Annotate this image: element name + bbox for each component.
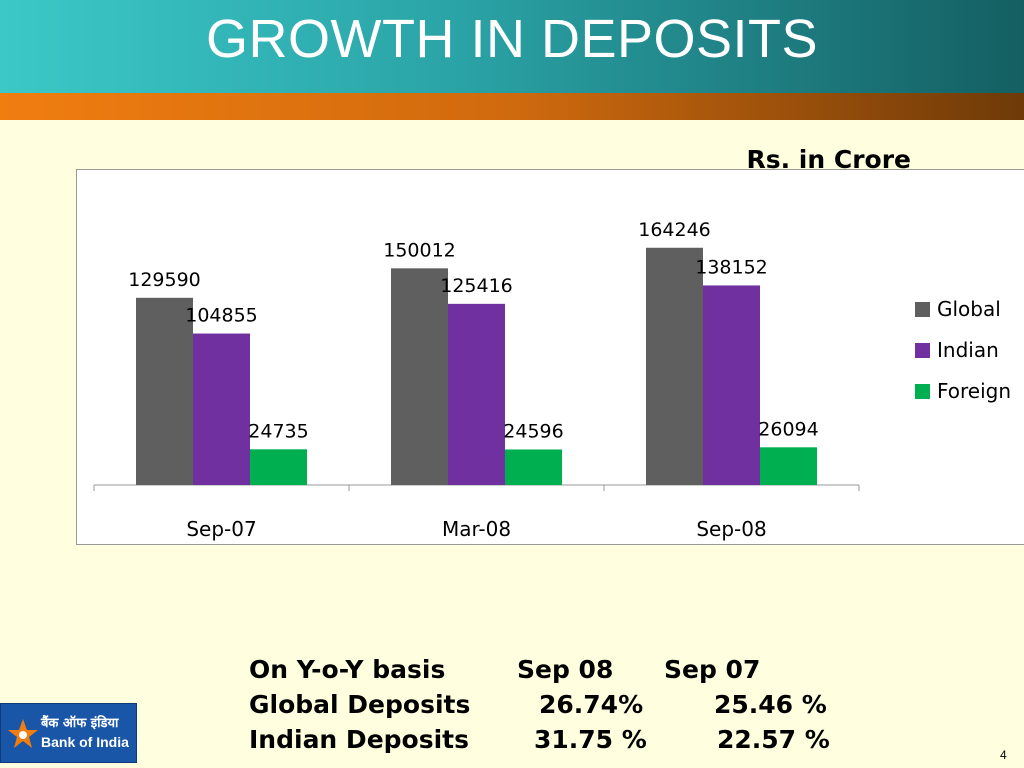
data-label-indian: 138152: [695, 256, 768, 278]
star-logo-icon: [8, 719, 38, 748]
x-tick-label: Mar-08: [442, 517, 511, 541]
legend-label-indian: Indian: [937, 338, 999, 362]
summary-value-sep07: 25.46 %: [714, 690, 827, 719]
bank-logo: बैंक ऑफ इंडिया Bank of India: [0, 703, 137, 763]
summary-row-label: Global Deposits: [249, 690, 471, 719]
summary-value-sep08: 26.74%: [539, 690, 644, 719]
summary-header-col2: Sep 07: [664, 655, 761, 684]
legend-swatch-global: [915, 302, 930, 317]
bar-foreign-mar-08: [505, 449, 562, 485]
bar-chart: 129590 104855 24735 Sep-07 150012 125416 24596…: [93, 219, 1011, 541]
legend-label-foreign: Foreign: [937, 379, 1011, 403]
legend-swatch-indian: [915, 343, 930, 358]
accent-bar: [0, 93, 1024, 120]
bar-foreign-sep-08: [760, 447, 817, 485]
summary-value-sep08: 31.75 %: [534, 725, 647, 754]
data-label-indian: 125416: [440, 275, 513, 297]
bar-global-mar-08: [391, 268, 448, 485]
data-label-foreign: 24596: [503, 420, 563, 442]
summary-header-label: On Y-o-Y basis: [249, 655, 446, 684]
x-tick-label: Sep-08: [696, 517, 766, 541]
data-label-global: 150012: [383, 239, 456, 261]
data-label-indian: 104855: [185, 305, 258, 327]
logo-hindi-text: बैंक ऑफ इंडिया: [41, 716, 119, 731]
legend-label-global: Global: [937, 297, 1001, 321]
summary-value-sep07: 22.57 %: [717, 725, 830, 754]
logo-name-text: Bank of India: [41, 734, 129, 750]
data-label-foreign: 26094: [758, 418, 818, 440]
legend-swatch-foreign: [915, 384, 930, 399]
bar-indian-sep-07: [193, 333, 250, 485]
bar-indian-sep-08: [703, 285, 760, 485]
page-number: 4: [1000, 748, 1007, 762]
page-title: GROWTH IN DEPOSITS: [205, 9, 819, 69]
x-tick-label: Sep-07: [186, 517, 256, 541]
bar-indian-mar-08: [448, 303, 505, 485]
summary-header-col1: Sep 08: [517, 655, 614, 684]
data-label-global: 164246: [638, 219, 711, 241]
data-label-foreign: 24735: [248, 420, 308, 442]
data-label-global: 129590: [128, 269, 201, 291]
summary-row-label: Indian Deposits: [249, 725, 469, 754]
title-bar: GROWTH IN DEPOSITS: [0, 0, 1024, 94]
bar-global-sep-08: [646, 247, 703, 485]
bar-global-sep-07: [136, 297, 193, 485]
bar-foreign-sep-07: [250, 449, 307, 485]
